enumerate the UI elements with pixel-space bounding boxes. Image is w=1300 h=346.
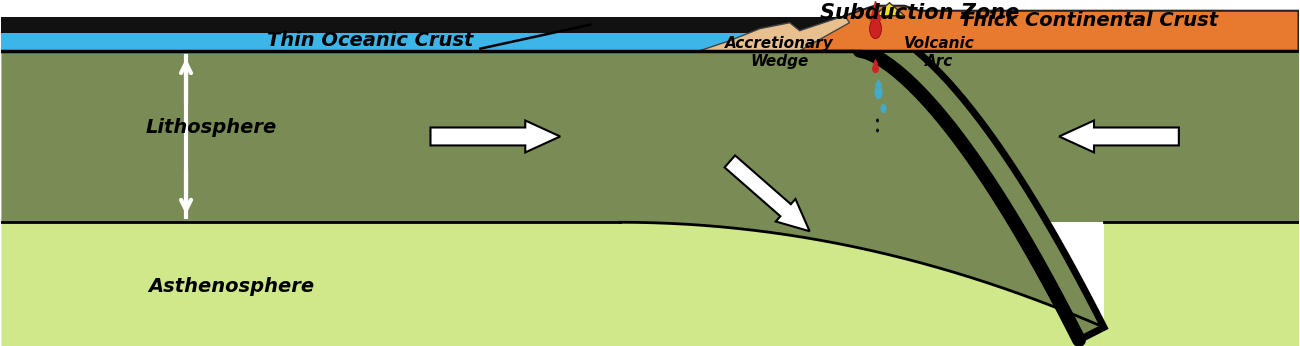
Polygon shape [872,58,879,65]
Polygon shape [1104,222,1299,346]
Text: Thick Continental Crust: Thick Continental Crust [959,11,1218,30]
Ellipse shape [870,19,881,39]
Polygon shape [859,24,1104,340]
Polygon shape [859,51,1299,222]
Polygon shape [875,3,905,16]
Ellipse shape [876,128,879,133]
Polygon shape [875,79,883,86]
Polygon shape [1,222,1104,346]
Polygon shape [1,24,1104,340]
Text: Accretionary
Wedge: Accretionary Wedge [725,36,835,69]
Polygon shape [1,17,859,33]
Polygon shape [724,155,810,231]
Text: Asthenosphere: Asthenosphere [148,277,315,295]
Text: Volcanic
Arc: Volcanic Arc [903,36,975,69]
Polygon shape [1,33,859,51]
Ellipse shape [875,86,883,99]
Ellipse shape [876,118,879,122]
Polygon shape [430,120,560,153]
Text: Subduction Zone: Subduction Zone [820,3,1019,23]
Polygon shape [699,16,850,51]
Polygon shape [1060,120,1179,153]
Polygon shape [870,0,881,21]
Text: Thin Oceanic Crust: Thin Oceanic Crust [268,31,473,50]
Text: Lithosphere: Lithosphere [146,118,277,137]
Ellipse shape [872,64,879,73]
Ellipse shape [880,104,887,113]
Polygon shape [800,6,1299,51]
